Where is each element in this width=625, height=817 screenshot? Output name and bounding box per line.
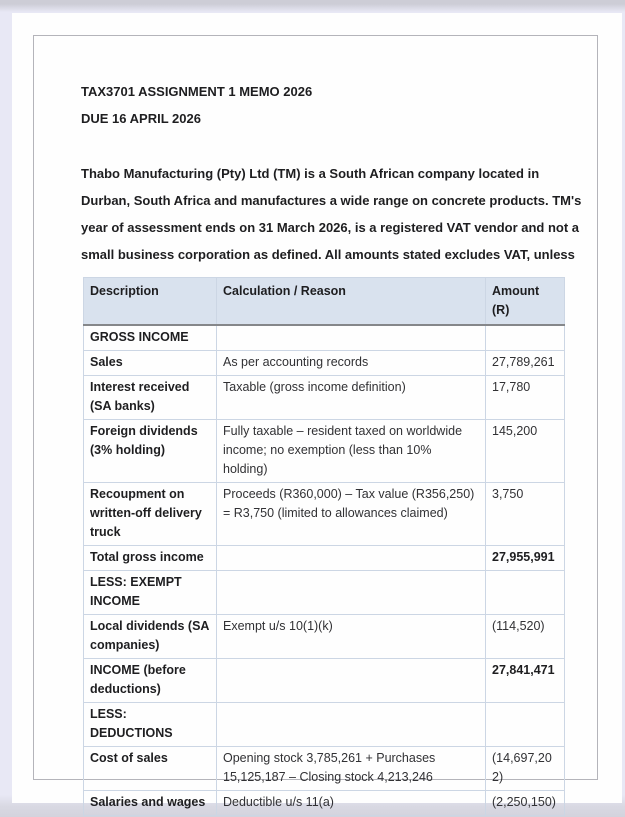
cell-description: Cost of sales — [83, 746, 217, 791]
cell-amount: 17,780 — [485, 375, 565, 420]
cell-amount: 27,955,991 — [485, 545, 565, 571]
page-border-frame: TAX3701 ASSIGNMENT 1 MEMO 2026 DUE 16 AP… — [33, 35, 598, 816]
memo-title-line: TAX3701 ASSIGNMENT 1 MEMO 2026 — [81, 84, 313, 99]
table-row: LESS: EXEMPT INCOME — [83, 570, 565, 615]
table-row: Total gross income 27,955,991 — [83, 545, 565, 571]
cell-calculation — [216, 324, 486, 351]
cell-amount: (114,520) — [485, 614, 565, 659]
cell-calculation: Exempt u/s 10(1)(k) — [216, 614, 486, 659]
table-column-header: Calculation / Reason — [216, 277, 486, 326]
tax-computation-table: Description Calculation / Reason Amount … — [83, 277, 565, 816]
memo-title-line: DUE 16 APRIL 2026 — [81, 111, 201, 126]
table-column-header: Amount (R) — [485, 277, 565, 326]
cell-description: Sales — [83, 350, 217, 376]
cell-amount — [485, 570, 565, 615]
table-row: LESS: DEDUCTIONS — [83, 702, 565, 747]
cell-description: Total gross income — [83, 545, 217, 571]
cell-amount: 27,841,471 — [485, 658, 565, 703]
cell-description: Interest received (SA banks) — [83, 375, 217, 420]
table-header-row: Description Calculation / Reason Amount … — [83, 277, 565, 326]
page-content: TAX3701 ASSIGNMENT 1 MEMO 2026 DUE 16 AP… — [81, 78, 582, 816]
table-row: GROSS INCOME — [83, 324, 565, 351]
cell-description: LESS: DEDUCTIONS — [83, 702, 217, 747]
cell-amount: (14,697,202) — [485, 746, 565, 791]
cell-amount — [485, 324, 565, 351]
cell-description: INCOME (before deductions) — [83, 658, 217, 703]
cell-amount: 145,200 — [485, 419, 565, 483]
cell-amount: (2,250,150) — [485, 790, 565, 816]
cell-calculation — [216, 545, 486, 571]
cell-calculation: As per accounting records — [216, 350, 486, 376]
cell-description: Recoupment on written-off delivery truck — [83, 482, 217, 546]
table-column-header: Description — [83, 277, 217, 326]
cell-description: LESS: EXEMPT INCOME — [83, 570, 217, 615]
intro-paragraph-line: small business corporation as defined. A… — [81, 247, 575, 262]
document-page: TAX3701 ASSIGNMENT 1 MEMO 2026 DUE 16 AP… — [12, 13, 622, 816]
memo-title: TAX3701 ASSIGNMENT 1 MEMO 2026 DUE 16 AP… — [81, 78, 567, 132]
table-row: Foreign dividends (3% holding) Fully tax… — [83, 419, 565, 483]
cell-calculation — [216, 658, 486, 703]
cell-amount — [485, 702, 565, 747]
cell-calculation — [216, 570, 486, 615]
table-row: Interest received (SA banks) Taxable (gr… — [83, 375, 565, 420]
cell-calculation — [216, 702, 486, 747]
cell-description: Foreign dividends (3% holding) — [83, 419, 217, 483]
intro-paragraph-line: Durban, South Africa and manufactures a … — [81, 193, 582, 208]
intro-paragraph: Thabo Manufacturing (Pty) Ltd (TM) is a … — [81, 160, 582, 268]
cell-amount: 27,789,261 — [485, 350, 565, 376]
cell-calculation: Taxable (gross income definition) — [216, 375, 486, 420]
cell-description: GROSS INCOME — [83, 324, 217, 351]
table-row: INCOME (before deductions) 27,841,471 — [83, 658, 565, 703]
cell-description: Salaries and wages — [83, 790, 217, 816]
table-row: Sales As per accounting records 27,789,2… — [83, 350, 565, 376]
cell-description: Local dividends (SA companies) — [83, 614, 217, 659]
cell-calculation: Opening stock 3,785,261 + Purchases 15,1… — [216, 746, 486, 791]
table-row: Local dividends (SA companies) Exempt u/… — [83, 614, 565, 659]
cell-calculation: Proceeds (R360,000) – Tax value (R356,25… — [216, 482, 486, 546]
table-row: Salaries and wages Deductible u/s 11(a) … — [83, 790, 565, 816]
table-row: Recoupment on written-off delivery truck… — [83, 482, 565, 546]
intro-paragraph-line: Thabo Manufacturing (Pty) Ltd (TM) is a … — [81, 166, 540, 181]
cell-calculation: Deductible u/s 11(a) — [216, 790, 486, 816]
cell-amount: 3,750 — [485, 482, 565, 546]
table-row: Cost of sales Opening stock 3,785,261 + … — [83, 746, 565, 791]
table-body: GROSS INCOME Sales As per accounting rec… — [83, 324, 565, 816]
intro-paragraph-line: year of assessment ends on 31 March 2026… — [81, 220, 580, 235]
cell-calculation: Fully taxable – resident taxed on worldw… — [216, 419, 486, 483]
